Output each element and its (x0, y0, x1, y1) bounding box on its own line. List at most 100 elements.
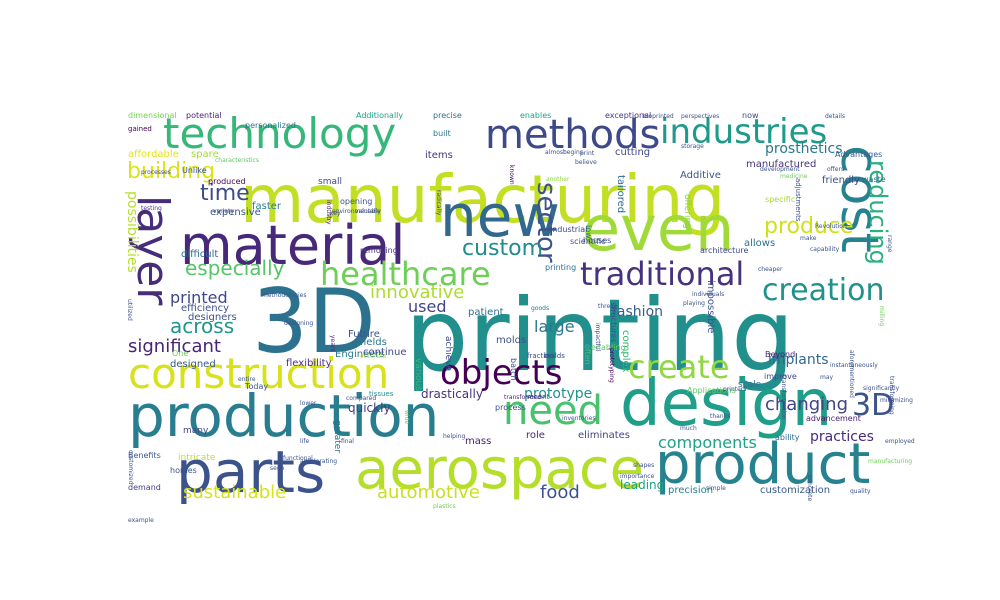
cloud-word: reducing (864, 160, 892, 265)
cloud-word: tissues (369, 390, 394, 398)
cloud-word: gained (128, 125, 152, 133)
cloud-word: environmentally (332, 208, 381, 215)
cloud-word: across (170, 314, 234, 338)
cloud-word: much (680, 425, 697, 432)
cloud-word: implants (768, 352, 829, 368)
cloud-word: parts (176, 438, 325, 506)
cloud-word: structures (609, 302, 618, 342)
cloud-word: healthcare (320, 255, 491, 293)
cloud-word: often (583, 344, 592, 365)
cloud-word: designing (284, 320, 313, 327)
cloud-word: possibilities (124, 191, 140, 273)
cloud-word: compared (346, 395, 376, 402)
cloud-word: houses (583, 236, 611, 245)
cloud-word: personalized (245, 121, 296, 130)
cloud-word: process (495, 403, 526, 412)
cloud-word: aerospace (355, 437, 644, 502)
cloud-word: impactful (594, 323, 601, 352)
cloud-word: Today (244, 382, 268, 391)
cloud-word: thanks (710, 413, 730, 420)
cloud-word: material (180, 214, 405, 277)
cloud-word: precise (433, 111, 462, 120)
cloud-word: prosthetics (765, 141, 843, 157)
cloud-word: batch (509, 358, 518, 381)
cloud-word: cheaper (758, 266, 783, 273)
cloud-word: plastics (433, 503, 456, 510)
cloud-word: manufacturing (240, 161, 725, 238)
cloud-word: offering (682, 194, 692, 229)
cloud-word: building (127, 159, 215, 184)
cloud-word: concrete (806, 475, 813, 501)
cloud-word: creation (762, 273, 884, 308)
cloud-word: opening (340, 197, 372, 206)
cloud-word: specific (765, 195, 795, 204)
cloud-word: accelerating (300, 458, 337, 465)
cloud-word: design (620, 367, 832, 441)
cloud-word: layer (127, 195, 178, 306)
cloud-word: printing (545, 263, 576, 272)
cloud-word: difficult (181, 249, 218, 260)
cloud-word: custom (462, 236, 543, 261)
cloud-word: even (582, 192, 734, 265)
cloud-word: industries (660, 112, 827, 152)
cloud-word: affordable (128, 149, 179, 160)
cloud-word: quality (850, 488, 871, 495)
cloud-word: automotive (377, 482, 480, 503)
cloud-word: Revolution (815, 223, 847, 230)
cloud-word: Additive (680, 170, 721, 181)
cloud-word: customization (760, 485, 830, 496)
cloud-word: now (742, 111, 759, 120)
cloud-word: another (546, 176, 570, 183)
cloud-word: simple (706, 485, 726, 492)
cloud-word: improve (764, 372, 797, 381)
cloud-word: final (341, 438, 354, 445)
cloud-word: greater (332, 420, 342, 453)
cloud-word: time (200, 181, 250, 206)
cloud-word: tailored (615, 175, 626, 213)
cloud-word: variety (213, 208, 234, 215)
cloud-word: details (825, 113, 845, 120)
cloud-word: achieve (443, 336, 453, 372)
cloud-word: minimizing (880, 397, 913, 404)
cloud-word: transforming (888, 376, 895, 415)
cloud-word: years (329, 335, 336, 352)
cloud-word: architecture (700, 246, 748, 255)
cloud-word: efficiency (181, 303, 229, 314)
cloud-word: sustainable (183, 482, 286, 503)
cloud-word: begins (563, 149, 583, 156)
cloud-word: industry (325, 200, 332, 225)
cloud-word: valuable (355, 208, 381, 215)
cloud-word: storage (681, 143, 704, 150)
cloud-word: Advantages (835, 150, 882, 159)
cloud-word: production (128, 382, 439, 450)
cloud-word: significant (128, 336, 221, 357)
cloud-word: development (760, 166, 800, 173)
cloud-word: offers (827, 166, 844, 173)
cloud-word: flexibility (286, 358, 332, 369)
cloud-word: playing (683, 300, 705, 307)
cloud-word: perspectives (681, 113, 719, 120)
cloud-word: various (413, 358, 423, 391)
cloud-word: objects (440, 353, 563, 393)
cloud-word: product (655, 432, 870, 497)
cloud-word: accurate (360, 353, 387, 360)
cloud-word: need (503, 388, 603, 434)
cloud-word: prototyping (608, 348, 615, 383)
cloud-word: employed (885, 438, 915, 445)
cloud-word: almost (545, 149, 566, 156)
cloud-word: key (330, 210, 341, 217)
cloud-word: faster (252, 201, 282, 212)
cloud-word: drastically (421, 387, 483, 401)
cloud-word: characteristics (215, 157, 259, 164)
cloud-word: low (584, 225, 593, 239)
cloud-word: Unlike (182, 166, 207, 175)
cloud-word: lower (300, 400, 317, 407)
cloud-word: large (534, 317, 575, 336)
cloud-word: complex (620, 330, 631, 372)
cloud-word: methodologies (262, 292, 306, 299)
cloud-word: new (440, 182, 560, 250)
cloud-word: fraction (527, 352, 554, 360)
cloud-word: precision (668, 485, 713, 496)
cloud-word: exceptional (605, 111, 651, 120)
cloud-word: aforementioned (848, 350, 855, 398)
